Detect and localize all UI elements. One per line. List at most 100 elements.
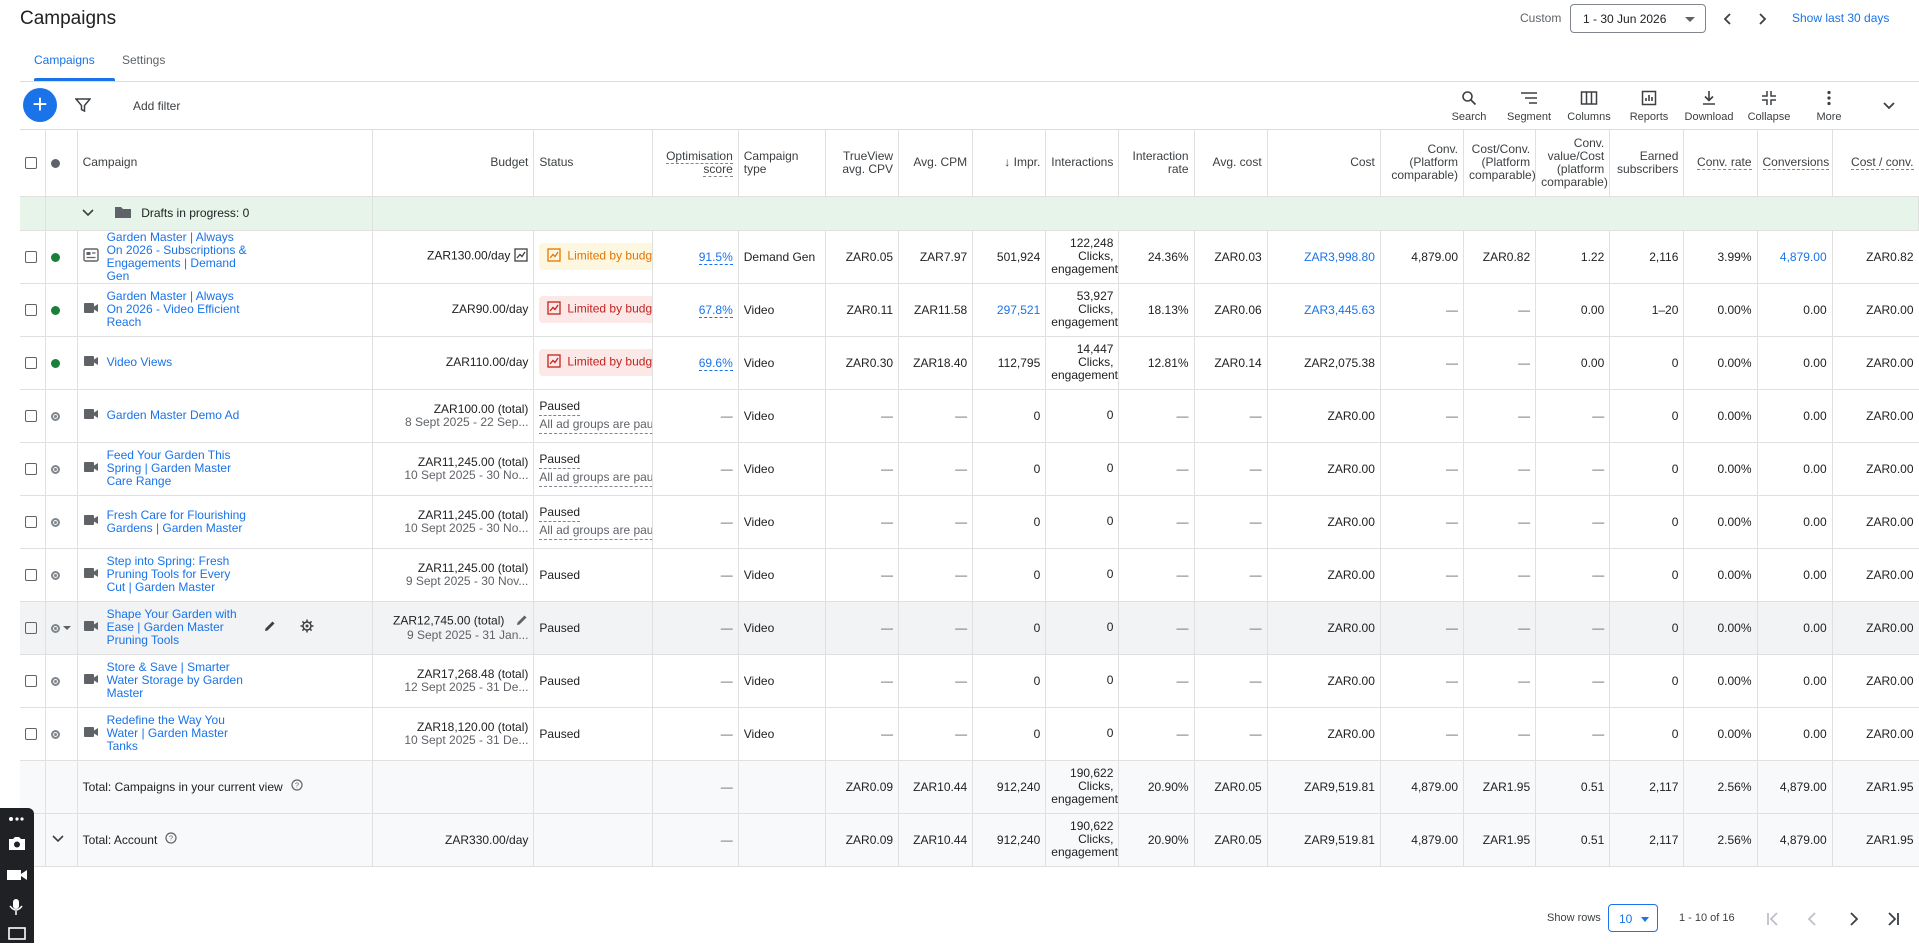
col-campaign[interactable]: Campaign: [77, 130, 374, 197]
edit-icon[interactable]: [264, 620, 276, 635]
limited-by-budget-badge[interactable]: Limited by budget: [539, 349, 652, 376]
campaign-name-link[interactable]: Step into Spring: Fresh Pruning Tools fo…: [106, 554, 231, 594]
row-status-cell[interactable]: [45, 336, 78, 390]
col-trueview-cpv[interactable]: TrueView avg. CPV: [825, 130, 900, 197]
col-avg-cpm[interactable]: Avg. CPM: [898, 130, 974, 197]
budget-cell[interactable]: ZAR100.00 (total) 8 Sept 2025 - 22 Sep...: [372, 389, 535, 443]
drafts-row[interactable]: Drafts in progress: 0: [20, 196, 1919, 231]
table-row[interactable]: Store & Save | Smarter Water Storage by …: [20, 654, 1919, 708]
row-checkbox[interactable]: [25, 304, 37, 317]
row-checkbox[interactable]: [25, 516, 37, 529]
caret-down-icon[interactable]: [62, 626, 71, 631]
row-checkbox[interactable]: [25, 675, 37, 688]
campaign-name-link[interactable]: Video Views: [106, 355, 173, 370]
col-cost-per-conv[interactable]: Cost / conv.: [1832, 130, 1919, 197]
row-status-cell[interactable]: [45, 283, 78, 337]
row-checkbox[interactable]: [25, 728, 37, 741]
campaign-name-link[interactable]: Feed Your Garden This Spring | Garden Ma…: [106, 448, 232, 488]
table-row[interactable]: Step into Spring: Fresh Pruning Tools fo…: [20, 548, 1919, 602]
limited-by-budget-badge[interactable]: Limited by budget: [539, 296, 652, 323]
table-row[interactable]: Redefine the Way You Water | Garden Mast…: [20, 707, 1919, 761]
campaign-name-link[interactable]: Garden Master | Always On 2026 - Subscri…: [106, 230, 247, 283]
help-icon[interactable]: ?: [291, 779, 303, 794]
row-status-cell[interactable]: [45, 442, 78, 496]
col-interactions[interactable]: Interactions: [1045, 130, 1120, 197]
segment-tool-button[interactable]: Segment: [1499, 88, 1559, 123]
budget-cell[interactable]: ZAR90.00/day: [372, 283, 535, 337]
status-detail[interactable]: All ad groups are paused: [539, 522, 652, 540]
budget-cell[interactable]: ZAR11,245.00 (total) 10 Sept 2025 - 30 No…: [372, 495, 535, 549]
budget-cell[interactable]: ZAR18,120.00 (total) 10 Sept 2025 - 31 De…: [372, 707, 535, 761]
table-row[interactable]: Shape Your Garden with Ease | Garden Mas…: [20, 601, 1919, 655]
campaign-name-link[interactable]: Fresh Care for Flourishing Gardens | Gar…: [106, 507, 246, 535]
budget-cell[interactable]: ZAR130.00/day: [372, 230, 535, 284]
impressions-link[interactable]: 297,521: [996, 302, 1041, 317]
paused-status-icon[interactable]: [50, 464, 60, 474]
col-budget[interactable]: Budget: [372, 130, 535, 197]
paused-status-icon[interactable]: [50, 623, 60, 633]
chevron-down-icon[interactable]: [51, 831, 65, 848]
col-status[interactable]: Status: [533, 130, 653, 197]
col-optimisation-score[interactable]: Optimisation score: [652, 130, 739, 197]
col-cost[interactable]: Cost: [1267, 130, 1381, 197]
optimisation-score-cell[interactable]: 67.8%: [652, 283, 739, 337]
row-status-cell[interactable]: [45, 495, 78, 549]
status-text[interactable]: Paused: [539, 451, 581, 469]
enabled-status-icon[interactable]: [50, 358, 60, 368]
col-conv[interactable]: Conv. (Platform comparable): [1380, 130, 1465, 197]
cost-cell[interactable]: ZAR3,998.80: [1267, 230, 1381, 284]
chevron-down-icon[interactable]: [81, 205, 95, 222]
limited-by-budget-badge[interactable]: Limited by budget: [539, 243, 652, 270]
more-icon[interactable]: [6, 812, 28, 826]
table-row[interactable]: Feed Your Garden This Spring | Garden Ma…: [20, 442, 1919, 496]
paused-status-icon[interactable]: [50, 729, 60, 739]
row-status-cell[interactable]: [45, 601, 78, 655]
status-text[interactable]: Paused: [539, 398, 581, 416]
budget-cell[interactable]: ZAR11,245.00 (total) 10 Sept 2025 - 30 No…: [372, 442, 535, 496]
reports-tool-button[interactable]: Reports: [1619, 88, 1679, 123]
last-page-button[interactable]: [1882, 908, 1904, 930]
columns-tool-button[interactable]: Columns: [1559, 88, 1619, 123]
row-checkbox[interactable]: [25, 463, 37, 476]
row-status-cell[interactable]: [45, 389, 78, 443]
col-interaction-rate[interactable]: Interaction rate: [1118, 130, 1195, 197]
tab-campaigns[interactable]: Campaigns: [34, 53, 95, 67]
budget-cell[interactable]: ZAR12,745.00 (total) 9 Sept 2025 - 31 Jan…: [372, 601, 535, 655]
screen-icon[interactable]: [6, 922, 28, 944]
previous-period-button[interactable]: [1716, 7, 1740, 31]
new-campaign-button[interactable]: +: [23, 88, 57, 122]
row-checkbox[interactable]: [25, 357, 37, 370]
optimisation-score-link[interactable]: 67.8%: [698, 302, 733, 318]
conversions-cell[interactable]: 4,879.00: [1757, 230, 1833, 284]
microphone-icon[interactable]: [6, 896, 28, 918]
col-conv-rate[interactable]: Conv. rate: [1683, 130, 1758, 197]
first-page-button[interactable]: [1762, 908, 1784, 930]
row-status-cell[interactable]: [45, 230, 78, 284]
budget-chart-icon[interactable]: [514, 248, 529, 265]
paused-status-icon[interactable]: [50, 676, 60, 686]
optimisation-score-link[interactable]: 91.5%: [698, 249, 733, 265]
campaign-name-link[interactable]: Shape Your Garden with Ease | Garden Mas…: [106, 607, 237, 647]
row-checkbox[interactable]: [25, 251, 37, 264]
conversions-link[interactable]: 4,879.00: [1779, 249, 1827, 264]
campaign-name-link[interactable]: Garden Master | Always On 2026 - Video E…: [106, 289, 240, 329]
select-all-checkbox[interactable]: [25, 157, 37, 170]
total-expand-cell[interactable]: [45, 813, 78, 867]
search-tool-button[interactable]: Search: [1439, 88, 1499, 123]
rows-per-page-select[interactable]: 10: [1608, 904, 1658, 932]
table-row[interactable]: Video Views ZAR110.00/day Limited by budge…: [20, 336, 1919, 390]
more-tool-button[interactable]: More: [1799, 88, 1859, 123]
add-filter-button[interactable]: Add filter: [133, 99, 181, 113]
cost-link[interactable]: ZAR3,998.80: [1304, 249, 1375, 264]
cost-link[interactable]: ZAR3,445.63: [1304, 302, 1375, 317]
campaign-name-link[interactable]: Garden Master Demo Ad: [106, 408, 240, 423]
camera-icon[interactable]: [6, 832, 28, 854]
status-text[interactable]: Paused: [539, 504, 581, 522]
campaign-name-link[interactable]: Redefine the Way You Water | Garden Mast…: [106, 713, 228, 753]
paused-status-icon[interactable]: [50, 570, 60, 580]
collapse-tool-button[interactable]: Collapse: [1739, 88, 1799, 123]
impressions-cell[interactable]: 297,521: [972, 283, 1047, 337]
table-row[interactable]: Garden Master | Always On 2026 - Video E…: [20, 283, 1919, 337]
row-status-cell[interactable]: [45, 654, 78, 708]
paused-status-icon[interactable]: [50, 517, 60, 527]
